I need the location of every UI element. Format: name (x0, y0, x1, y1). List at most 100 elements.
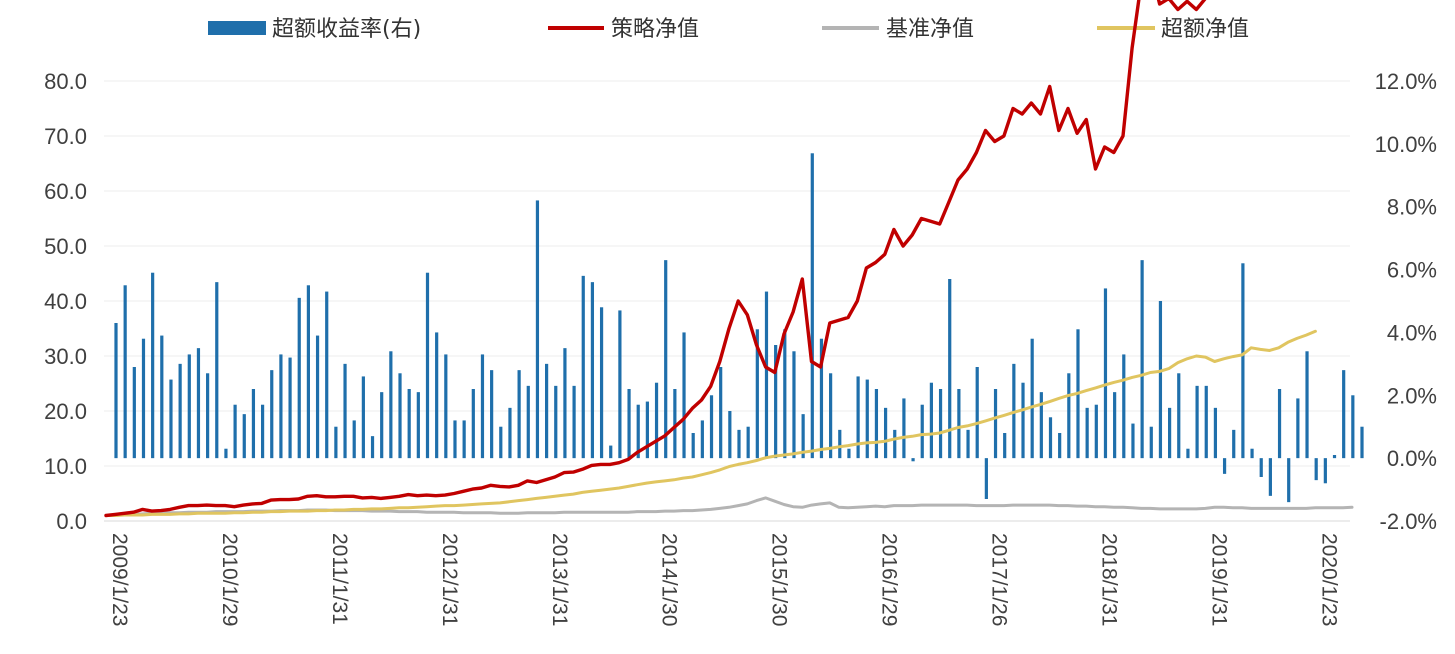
excess-return-bar (957, 389, 961, 459)
excess-return-bar (792, 351, 796, 459)
excess-return-bar (829, 373, 833, 459)
x-tick-label: 2018/1/31 (1097, 533, 1120, 626)
excess-return-bar (132, 367, 136, 459)
x-axis: 2009/1/23 2010/1/29 2011/1/31 2012/1/31 2013… (108, 533, 1340, 626)
x-tick-label: 2015/1/30 (768, 533, 791, 626)
excess-return-bar (151, 272, 155, 459)
excess-return-bar (627, 389, 631, 459)
excess-return-bar (893, 429, 897, 459)
y-left-tick-label: 0.0 (56, 509, 87, 534)
excess-return-bar (389, 351, 393, 459)
excess-return-bar (1351, 395, 1355, 459)
excess-return-bar (233, 404, 237, 459)
excess-return-bar (1222, 458, 1227, 474)
excess-return-bar (874, 389, 879, 459)
excess-return-bar (737, 429, 741, 459)
y-left-tick-label: 30.0 (44, 344, 87, 369)
excess-return-bar (334, 426, 338, 459)
y-right-tick-label: -2.0% (1380, 509, 1437, 534)
excess-return-bar (1058, 433, 1062, 459)
excess-return-bar (178, 363, 182, 459)
excess-return-bar (444, 354, 448, 459)
excess-return-bar (325, 291, 329, 459)
y-left-tick-label: 70.0 (44, 124, 87, 149)
excess-return-bar (361, 376, 365, 459)
excess-return-bar (160, 335, 164, 459)
excess-return-bar (563, 348, 567, 459)
excess-return-bar (1241, 263, 1245, 459)
excess-return-bar (435, 332, 439, 459)
excess-return-bar (1342, 370, 1346, 459)
excess-return-bar (883, 407, 888, 459)
excess-return-bar (1122, 354, 1126, 459)
excess-return-bar (517, 370, 521, 459)
excess-return-bar (251, 389, 256, 459)
y-right-tick-label: 10.0% (1375, 132, 1437, 157)
y-right-tick-label: 2.0% (1387, 383, 1437, 408)
excess-return-bar (1323, 458, 1327, 484)
excess-return-bar (499, 426, 503, 459)
excess-return-bar (206, 373, 210, 459)
excess-return-bar (1103, 288, 1108, 459)
x-tick-label: 2010/1/29 (218, 533, 241, 626)
excess-return-bar (370, 436, 375, 459)
excess-return-bar (856, 376, 860, 459)
excess-return-bar (453, 420, 457, 459)
excess-return-bar (719, 367, 723, 459)
excess-return-bar (966, 429, 970, 459)
excess-return-bar (993, 389, 998, 459)
excess-return-bar (581, 275, 585, 459)
excess-return-bar (774, 345, 778, 459)
excess-return-bar (1232, 429, 1236, 459)
excess-return-bar (535, 200, 540, 459)
excess-return-bar (260, 404, 265, 459)
excess-return-bar (1305, 351, 1309, 459)
excess-return-bar (1177, 373, 1181, 459)
excess-return-bar (297, 297, 301, 459)
legend-label-excess-return: 超额收益率(右) (272, 17, 421, 42)
excess-return-bar (554, 385, 558, 459)
x-tick-label: 2016/1/29 (878, 533, 901, 626)
excess-return-bar (618, 310, 622, 459)
y-right-tick-label: 4.0% (1387, 320, 1437, 345)
excess-return-bar (1204, 385, 1208, 459)
excess-return-bar (847, 448, 851, 459)
excess-return-bar (682, 332, 686, 459)
excess-return-bar (1213, 407, 1218, 459)
excess-return-bar (1314, 458, 1318, 481)
excess-return-bar (1287, 458, 1291, 503)
excess-return-bar (599, 307, 604, 459)
excess-return-bar (279, 354, 283, 459)
excess-return-bar (911, 458, 915, 462)
excess-return-bar (764, 291, 769, 459)
excess-return-bar (938, 389, 943, 459)
gridlines (104, 80, 1350, 467)
excess-return-bar (1039, 392, 1043, 459)
excess-return-bar (1296, 398, 1300, 459)
excess-return-bar (1186, 448, 1190, 459)
excess-return-bar (508, 407, 512, 459)
x-tick-label: 2013/1/31 (548, 533, 571, 626)
excess-return-bar (645, 401, 649, 459)
legend-label-benchmark-nav: 基准净值 (886, 17, 974, 42)
excess-return-bar (1048, 417, 1053, 459)
x-tick-label: 2019/1/31 (1207, 533, 1230, 626)
y-left-tick-label: 60.0 (44, 179, 87, 204)
excess-return-bar (1168, 407, 1172, 459)
x-tick-label: 2009/1/23 (108, 533, 131, 626)
excess-return-bar (865, 379, 869, 459)
excess-return-bar (902, 398, 906, 459)
excess-return-bar (819, 338, 824, 459)
excess-return-bar (407, 389, 411, 459)
excess-return-bar (673, 389, 677, 459)
excess-return-bar (1094, 404, 1098, 459)
excess-return-bar (728, 411, 732, 459)
excess-return-bar (1158, 301, 1163, 459)
excess-return-bar (270, 370, 274, 459)
y-left-tick-label: 40.0 (44, 289, 87, 314)
legend-label-excess-nav: 超额净值 (1161, 17, 1249, 42)
excess-return-bar (416, 392, 420, 459)
excess-return-bar (1360, 426, 1364, 459)
y-left-tick-label: 10.0 (44, 454, 87, 479)
strategy-nav-line (104, 0, 1207, 518)
